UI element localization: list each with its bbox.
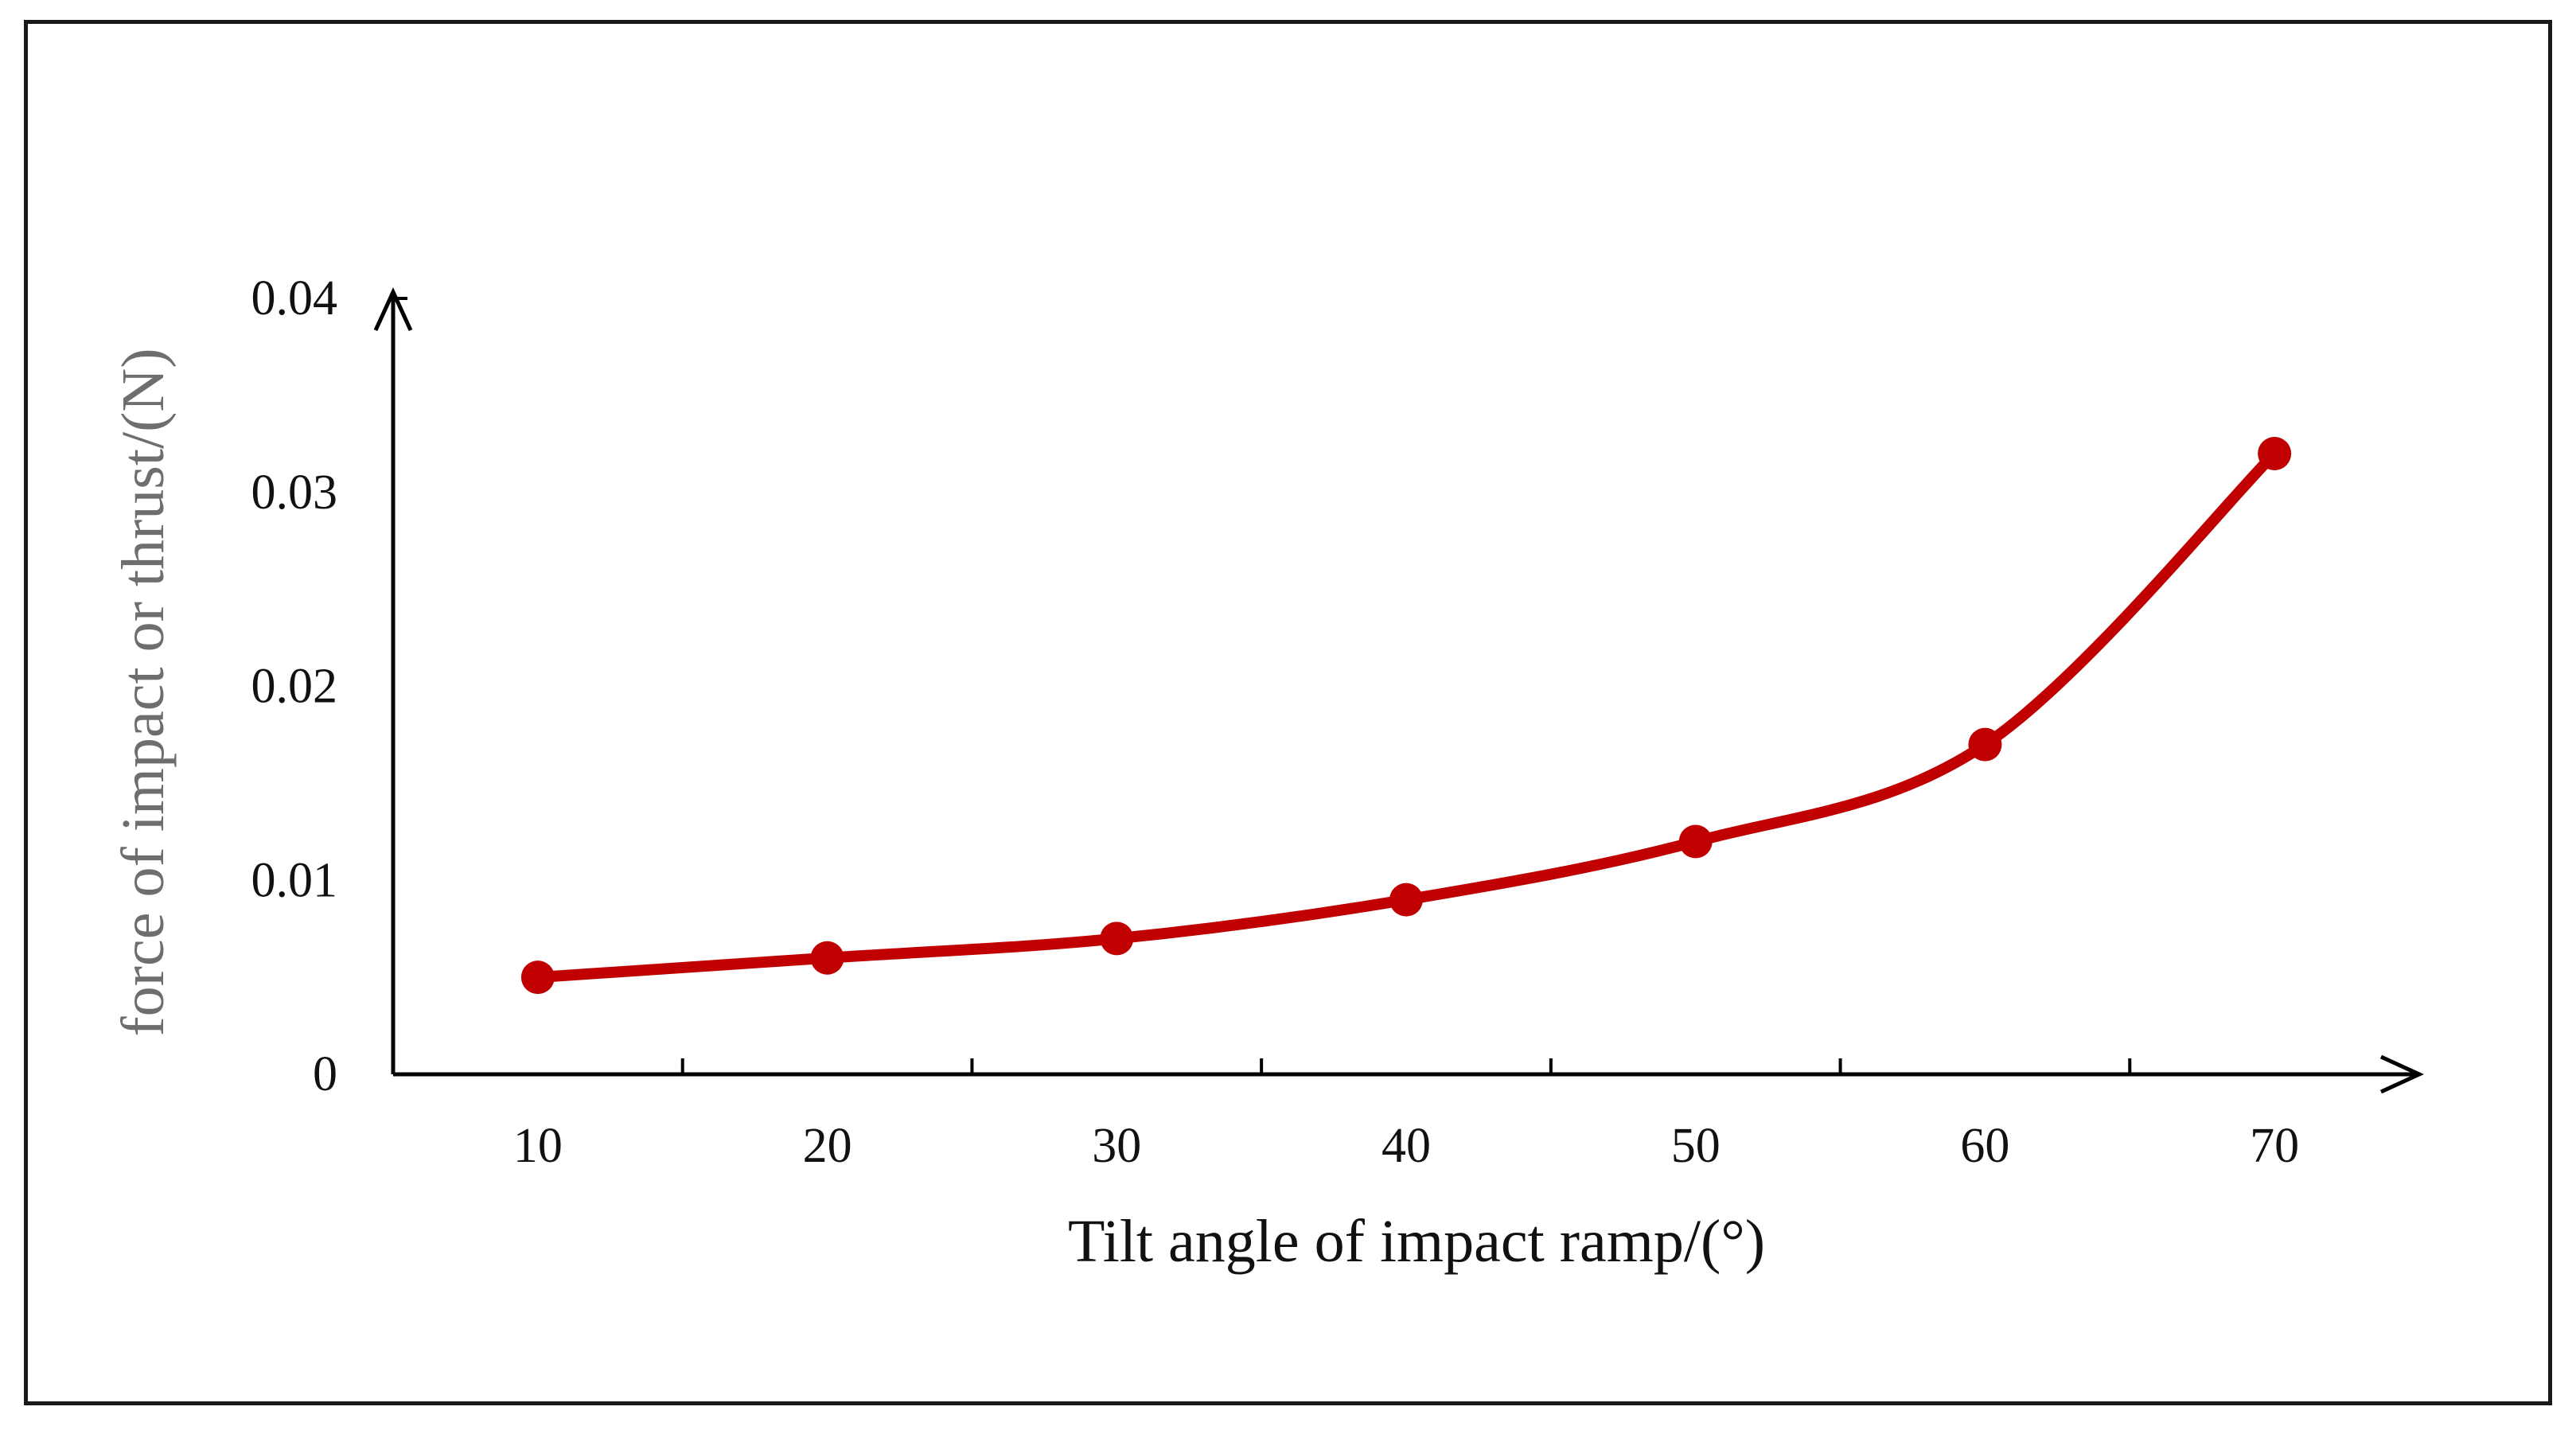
x-tick-label: 60	[1960, 1119, 2009, 1173]
x-tick-label: 30	[1092, 1119, 1141, 1173]
x-axis-arrow	[2379, 1054, 2425, 1094]
y-tick-label: 0	[313, 1047, 337, 1101]
data-point	[1389, 883, 1423, 917]
y-tick-label: 0.03	[251, 466, 338, 520]
data-point	[1968, 727, 2002, 762]
x-axis-tick-labels: 10 20 30 40 50 60 70	[513, 1119, 2299, 1173]
data-point	[810, 941, 844, 975]
series-layer	[520, 437, 2292, 995]
x-tick-label: 70	[2250, 1119, 2299, 1173]
x-tick-label: 50	[1671, 1119, 1721, 1173]
x-axis-title: Tilt angle of impact ramp/(°)	[1068, 1208, 1765, 1275]
data-point	[1100, 922, 1134, 956]
axes	[373, 286, 2425, 1094]
data-point	[1678, 824, 1713, 859]
y-tick-label: 0.02	[251, 660, 338, 714]
x-tick-label: 20	[803, 1119, 852, 1173]
chart-frame	[24, 20, 2552, 1405]
y-axis-arrow	[373, 286, 413, 332]
x-tick-label: 40	[1382, 1119, 1431, 1173]
y-tick-label: 0.04	[251, 271, 338, 325]
y-tick-label: 0.01	[251, 853, 338, 907]
x-axis-ticks	[680, 1058, 2132, 1074]
y-axis-tick-labels: 0 0.01 0.02 0.03 0.04	[251, 271, 338, 1101]
data-point	[520, 960, 555, 995]
data-point	[2258, 437, 2292, 470]
y-axis-title: force of impact or thrust/(N)	[110, 348, 177, 1036]
x-tick-label: 10	[513, 1119, 563, 1173]
